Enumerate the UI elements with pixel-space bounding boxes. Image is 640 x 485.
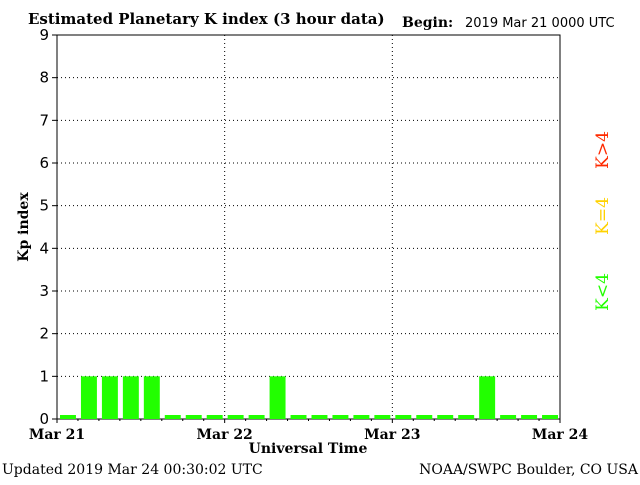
kp-bar bbox=[248, 415, 265, 419]
kp-bar bbox=[227, 415, 244, 419]
y-tick-label: 1 bbox=[39, 367, 49, 385]
updated-timestamp: Updated 2019 Mar 24 00:30:02 UTC bbox=[2, 462, 263, 478]
y-tick-label: 2 bbox=[39, 325, 49, 343]
kp-bar bbox=[269, 376, 286, 419]
kp-bar bbox=[479, 376, 496, 419]
kp-bar bbox=[416, 415, 433, 419]
legend-k-equal-4: K=4 bbox=[593, 197, 613, 235]
bars-group bbox=[60, 376, 558, 419]
begin-value: 2019 Mar 21 0000 UTC bbox=[465, 16, 615, 31]
kp-bar bbox=[458, 415, 475, 419]
kp-bar bbox=[395, 415, 412, 419]
legend-k-greater-4: K>4 bbox=[593, 131, 613, 169]
kp-bar bbox=[332, 415, 349, 419]
kp-bar bbox=[101, 376, 118, 419]
kp-bar bbox=[542, 415, 558, 419]
y-tick-label: 8 bbox=[39, 69, 49, 87]
kp-bar bbox=[353, 415, 370, 419]
x-tick-label: Mar 23 bbox=[364, 427, 420, 443]
axis-ticks: 0 1 2 3 4 5 6 7 8 9 Mar 21 Mar 22 Mar 23 Mar 24 bbox=[29, 26, 589, 443]
kp-bar bbox=[311, 415, 328, 419]
x-tick-label: Mar 21 bbox=[29, 427, 85, 443]
kp-bar bbox=[521, 415, 538, 419]
source-credit: NOAA/SWPC Boulder, CO USA bbox=[419, 462, 639, 478]
y-tick-label: 5 bbox=[39, 197, 49, 215]
x-tick-label: Mar 22 bbox=[197, 427, 253, 443]
legend-k-less-4: K<4 bbox=[593, 273, 613, 311]
y-tick-label: 9 bbox=[39, 26, 49, 44]
plot-frame bbox=[56, 34, 561, 420]
kp-bar bbox=[206, 415, 223, 419]
kp-bar bbox=[374, 415, 391, 419]
kp-bar bbox=[500, 415, 517, 419]
chart-title: Estimated Planetary K index (3 hour data… bbox=[28, 10, 385, 28]
y-tick-label: 4 bbox=[39, 239, 49, 257]
kp-bar bbox=[437, 415, 454, 419]
y-tick-label: 7 bbox=[39, 111, 49, 129]
kp-bar bbox=[185, 415, 202, 419]
kp-bar bbox=[164, 415, 181, 419]
x-tick-label: Mar 24 bbox=[532, 427, 589, 443]
kp-bar bbox=[290, 415, 307, 419]
kp-bar bbox=[80, 376, 97, 419]
y-tick-label: 6 bbox=[39, 154, 49, 172]
gridlines bbox=[57, 35, 560, 419]
y-tick-label: 0 bbox=[39, 410, 49, 428]
kp-bar bbox=[143, 376, 160, 419]
x-axis-label: Universal Time bbox=[249, 441, 368, 457]
begin-label: Begin: bbox=[402, 15, 453, 31]
y-tick-label: 3 bbox=[39, 282, 49, 300]
y-axis-label: Kp index bbox=[16, 192, 32, 262]
kp-bar bbox=[60, 415, 76, 419]
kp-bar bbox=[122, 376, 139, 419]
